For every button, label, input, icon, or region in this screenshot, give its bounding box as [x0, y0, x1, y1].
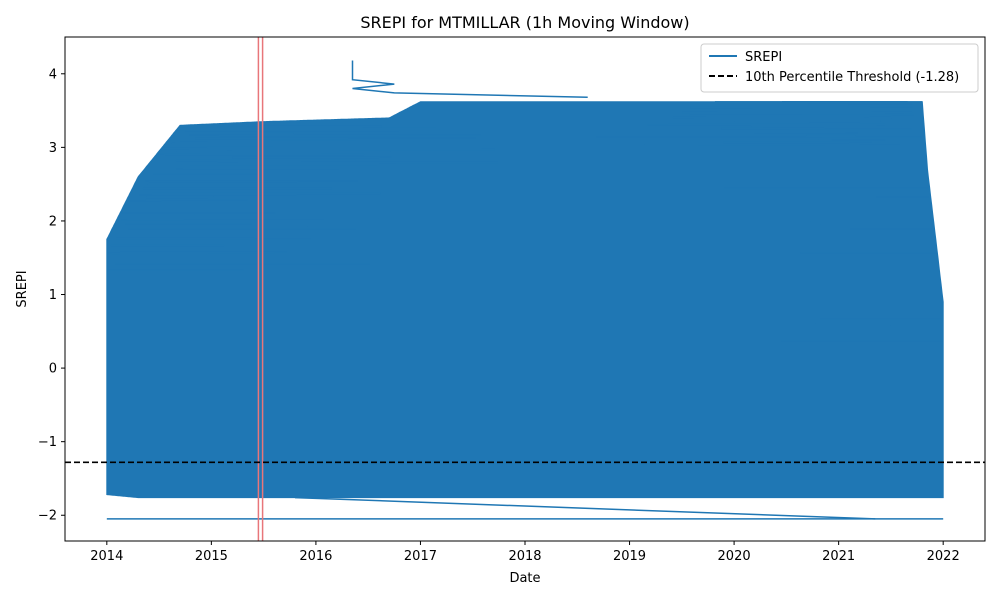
series-layer: [106, 60, 944, 520]
chart-title: SREPI for MTMILLAR (1h Moving Window): [360, 13, 689, 32]
legend: SREPI 10th Percentile Threshold (-1.28): [700, 43, 979, 93]
x-tick-label: 2014: [90, 549, 123, 564]
y-tick-label: 1: [49, 288, 57, 303]
y-tick-label: 0: [49, 362, 57, 377]
y-tick-label: 2: [49, 214, 57, 229]
x-tick-label: 2018: [508, 549, 541, 564]
y-tick-label: −2: [38, 509, 57, 524]
x-tick-label: 2019: [613, 549, 646, 564]
legend-label-threshold: 10th Percentile Threshold (-1.28): [745, 70, 959, 85]
srepi-series-diagonal: [294, 496, 876, 520]
x-tick-label: 2020: [718, 549, 751, 564]
y-axis: −2 −1 0 1 2 3 4: [38, 67, 65, 524]
x-axis-title: Date: [509, 571, 540, 586]
legend-box: [700, 43, 979, 93]
x-tick-label: 2022: [927, 549, 960, 564]
srepi-series-band: [106, 101, 944, 499]
y-axis-title: SREPI: [15, 270, 30, 307]
y-tick-label: 4: [49, 67, 57, 82]
x-tick-label: 2016: [299, 549, 332, 564]
y-tick-label: −1: [38, 435, 57, 450]
x-tick-label: 2021: [822, 549, 855, 564]
x-tick-label: 2015: [195, 549, 228, 564]
srepi-series-spike: [351, 60, 588, 99]
y-tick-label: 3: [49, 141, 57, 156]
x-tick-label: 2017: [404, 549, 437, 564]
vertical-marker-layer: [257, 37, 264, 541]
legend-label-srepi: SREPI: [745, 50, 782, 65]
x-axis: 2014 2015 2016 2017 2018 2019 2020 2021 2022: [90, 541, 960, 564]
